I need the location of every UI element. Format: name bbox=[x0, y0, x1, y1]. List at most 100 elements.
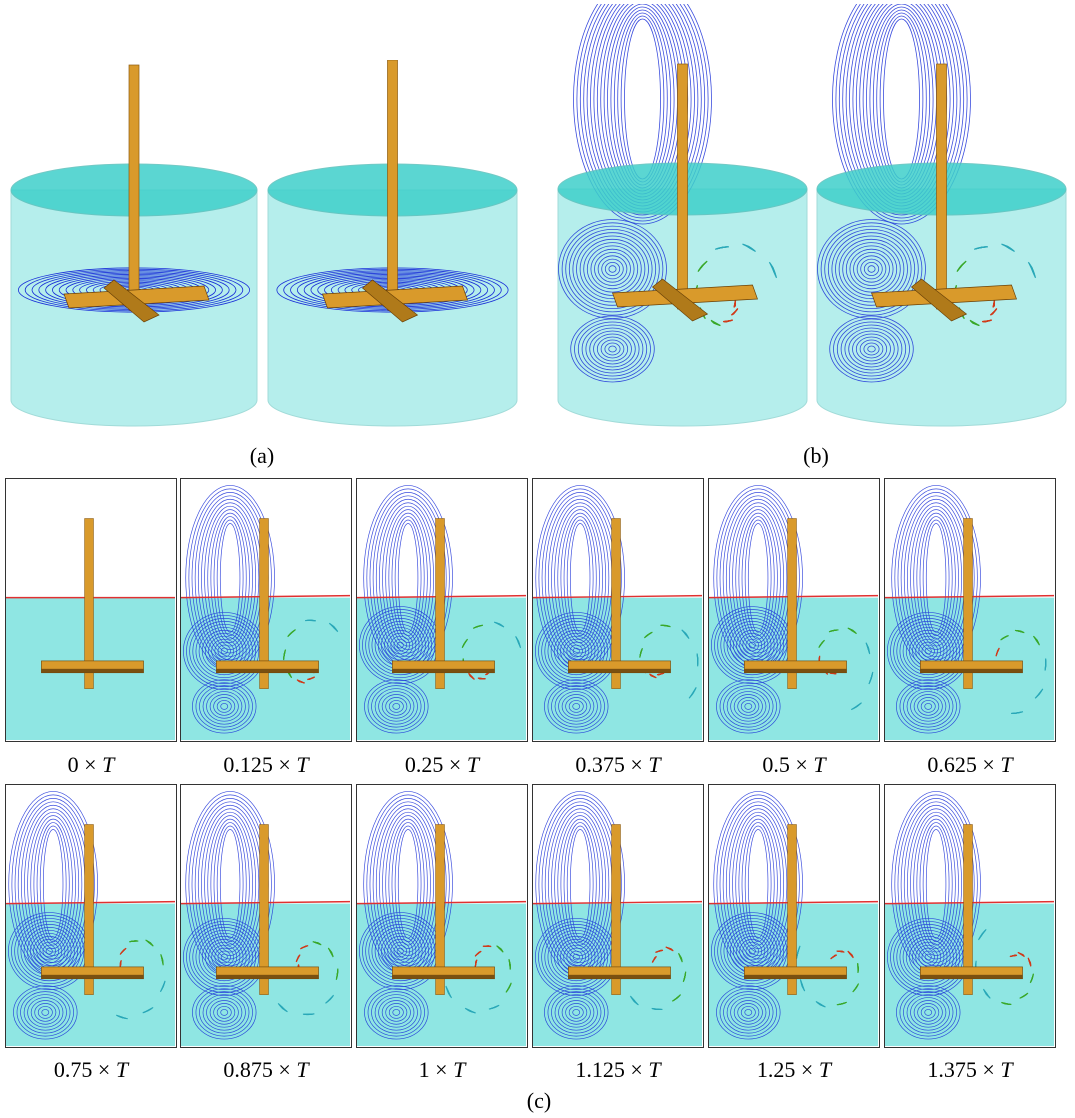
impeller-shaft bbox=[611, 518, 621, 689]
time-value: 1.125 × bbox=[575, 1057, 649, 1082]
streamlines bbox=[887, 485, 981, 734]
panel-b-tank-right bbox=[814, 4, 1069, 430]
time-value: 0.875 × bbox=[223, 1057, 297, 1082]
impeller-blade bbox=[871, 284, 1017, 308]
impeller-blade-shadow bbox=[392, 668, 495, 673]
caption-c: (c) bbox=[526, 1088, 552, 1113]
impeller-blade bbox=[361, 279, 419, 323]
impeller-shaft bbox=[963, 824, 973, 995]
time-label: 0.5 × T bbox=[706, 752, 882, 778]
time-frame bbox=[180, 478, 352, 742]
impeller-shaft bbox=[84, 518, 94, 689]
time-value: 0.375 × bbox=[575, 752, 649, 777]
caption-b: (b) bbox=[803, 443, 829, 468]
impeller-shaft bbox=[435, 824, 445, 995]
period-symbol: T bbox=[115, 1057, 129, 1082]
impeller-blade-shadow bbox=[216, 668, 319, 673]
panel-a-tank-right bbox=[265, 60, 520, 430]
period-symbol: T bbox=[466, 752, 480, 777]
impeller-shaft bbox=[259, 518, 269, 689]
impeller-shaft bbox=[677, 63, 688, 310]
impeller-blade bbox=[651, 278, 709, 322]
time-label: 1.375 × T bbox=[882, 1057, 1058, 1083]
impeller-blade bbox=[63, 285, 210, 309]
time-frame bbox=[708, 478, 880, 742]
velocity-vectors bbox=[619, 946, 687, 1011]
impeller-shaft bbox=[435, 518, 445, 689]
period-symbol: T bbox=[648, 752, 661, 777]
streamlines bbox=[711, 485, 803, 734]
time-frame bbox=[708, 784, 880, 1048]
impeller-blade-shadow bbox=[744, 974, 847, 979]
impeller-shaft bbox=[84, 824, 94, 995]
time-frame bbox=[884, 478, 1056, 742]
impeller-shaft bbox=[787, 518, 797, 689]
impeller-blade-shadow bbox=[568, 974, 671, 979]
time-value: 0.75 × bbox=[53, 1057, 116, 1082]
time-frame bbox=[884, 784, 1056, 1048]
period-symbol: T bbox=[102, 752, 115, 777]
period-symbol: T bbox=[648, 1057, 661, 1082]
impeller-shaft bbox=[936, 63, 947, 310]
period-symbol: T bbox=[453, 1057, 466, 1082]
period-symbol: T bbox=[813, 752, 826, 777]
impeller-blade-shadow bbox=[41, 974, 144, 979]
time-label: 0.625 × T bbox=[882, 752, 1058, 778]
streamlines bbox=[887, 791, 981, 1040]
velocity-vectors bbox=[795, 945, 860, 1008]
impeller-blade bbox=[322, 285, 468, 309]
time-label: 0.125 × T bbox=[178, 752, 354, 778]
impeller-blade-shadow bbox=[41, 668, 144, 673]
time-label: 1 × T bbox=[354, 1057, 530, 1083]
time-value: 0.25 × bbox=[404, 752, 467, 777]
impeller-blade-shadow bbox=[920, 974, 1023, 979]
time-frame bbox=[356, 784, 528, 1048]
velocity-vectors bbox=[639, 624, 699, 699]
time-label: 0.375 × T bbox=[530, 752, 706, 778]
time-frame bbox=[532, 478, 704, 742]
time-frame bbox=[5, 784, 177, 1048]
time-value: 1.375 × bbox=[927, 1057, 1001, 1082]
impeller-blade-shadow bbox=[392, 974, 495, 979]
time-label: 0.875 × T bbox=[178, 1057, 354, 1083]
time-frame bbox=[356, 478, 528, 742]
period-symbol: T bbox=[296, 1057, 309, 1082]
velocity-vectors bbox=[974, 929, 1034, 1005]
time-frame bbox=[5, 478, 177, 742]
time-value: 0.5 × bbox=[762, 752, 814, 777]
time-value: 0.625 × bbox=[927, 752, 1001, 777]
impeller-blade-shadow bbox=[744, 668, 847, 673]
period-symbol: T bbox=[1000, 1057, 1013, 1082]
impeller-shaft bbox=[963, 518, 973, 689]
time-label: 1.25 × T bbox=[706, 1057, 882, 1083]
time-label: 0.75 × T bbox=[3, 1057, 179, 1083]
time-value: 0 × bbox=[67, 752, 103, 777]
period-symbol: T bbox=[1000, 752, 1013, 777]
streamlines bbox=[359, 791, 453, 1040]
impeller-shaft bbox=[387, 60, 398, 311]
panel-b-tank-left bbox=[555, 4, 810, 430]
panel-a-tank-left bbox=[8, 60, 260, 430]
impeller-blade bbox=[103, 279, 160, 323]
time-frame bbox=[532, 784, 704, 1048]
impeller-shaft bbox=[128, 64, 140, 311]
impeller-blade bbox=[612, 284, 758, 308]
caption-a: (a) bbox=[249, 443, 275, 468]
velocity-vectors bbox=[115, 939, 166, 1020]
period-symbol: T bbox=[296, 752, 309, 777]
impeller-blade-shadow bbox=[216, 974, 319, 979]
impeller-shaft bbox=[787, 824, 797, 995]
impeller-shaft bbox=[259, 824, 269, 995]
time-value: 1 × bbox=[418, 1057, 454, 1082]
time-value: 1.25 × bbox=[756, 1057, 819, 1082]
impeller-shaft bbox=[611, 824, 621, 995]
velocity-vectors bbox=[818, 627, 874, 711]
time-label: 0.25 × T bbox=[354, 752, 530, 778]
impeller-blade-shadow bbox=[920, 668, 1023, 673]
time-label: 1.125 × T bbox=[530, 1057, 706, 1083]
time-value: 0.125 × bbox=[223, 752, 297, 777]
impeller-blade bbox=[910, 278, 968, 322]
time-frame bbox=[180, 784, 352, 1048]
time-label: 0 × T bbox=[3, 752, 179, 778]
velocity-vectors bbox=[445, 945, 512, 1014]
